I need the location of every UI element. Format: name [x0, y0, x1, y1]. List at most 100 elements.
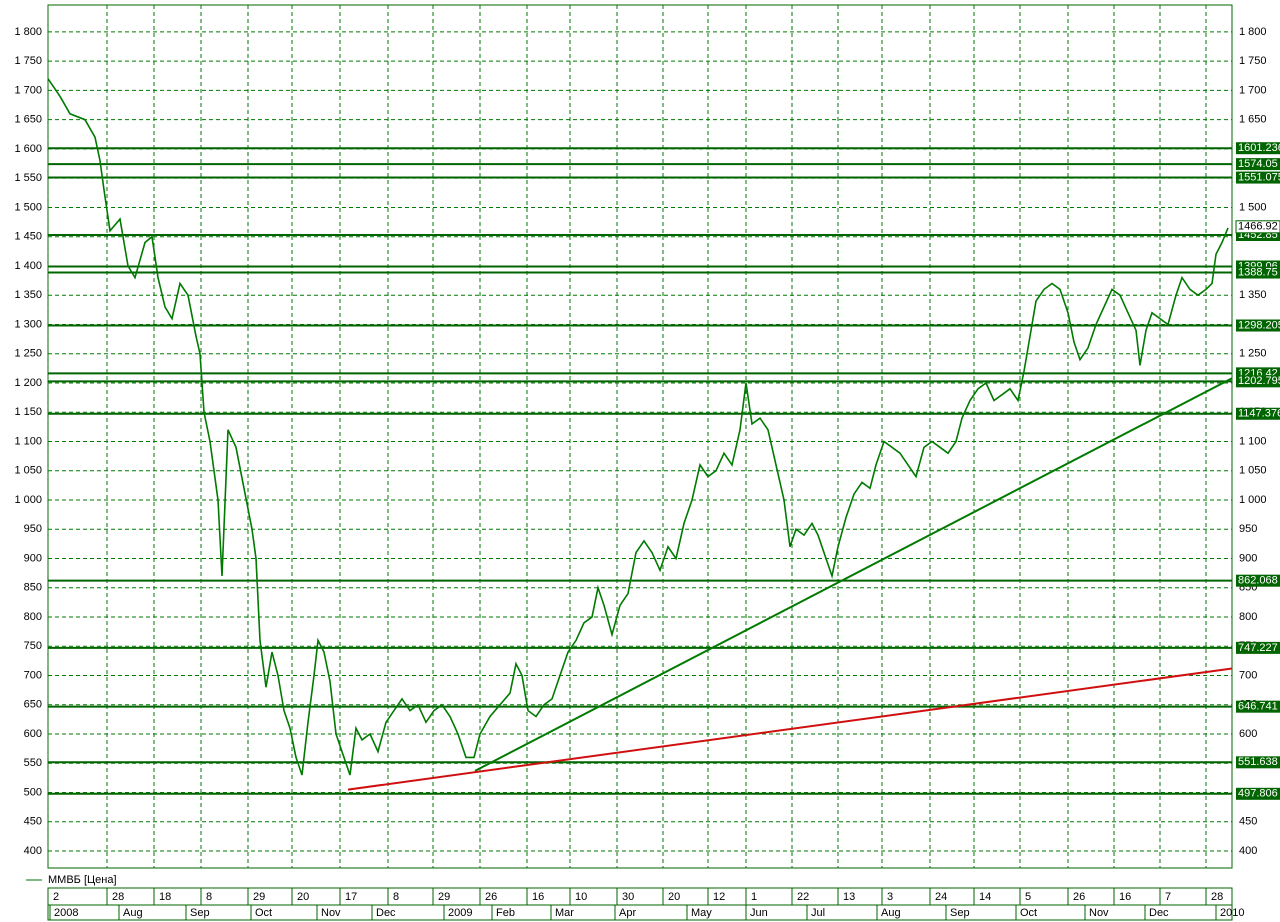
y-tick-label: 1 500 [14, 201, 42, 213]
y-tick-label: 1 650 [14, 114, 42, 126]
y2-tick-label: 1 650 [1239, 114, 1267, 126]
level-label: 747.227 [1238, 642, 1278, 654]
level-label: 497.806 [1238, 788, 1278, 800]
trend-line [347, 667, 1233, 791]
level-label-box [1236, 142, 1280, 155]
y-tick-label: 1 150 [14, 406, 42, 418]
y-tick-label: 1 100 [14, 435, 42, 447]
level-label-box [1236, 407, 1280, 420]
month-label: Dec [376, 907, 396, 919]
x-tick-label: 28 [1211, 891, 1223, 903]
price-label: 1466.92 [1238, 221, 1278, 233]
x-tick-label: 18 [159, 891, 171, 903]
month-label: Nov [321, 907, 341, 919]
y-tick-label: 1 350 [14, 289, 42, 301]
y-tick-label: 1 450 [14, 231, 42, 243]
month-label: Mar [555, 907, 574, 919]
level-label: 1601.236 [1238, 142, 1280, 154]
y2-tick-label: 950 [1239, 523, 1257, 535]
y2-tick-label: 450 [1239, 816, 1257, 828]
month-label: Jul [811, 907, 825, 919]
x-tick-label: 24 [935, 891, 947, 903]
y-tick-label: 850 [24, 582, 42, 594]
y2-tick-label: 1 700 [1239, 84, 1267, 96]
y2-tick-label: 700 [1239, 669, 1257, 681]
x-tick-label: 13 [843, 891, 855, 903]
month-label: Dec [1149, 907, 1169, 919]
level-label: 1298.205 [1238, 319, 1280, 331]
level-label: 1551.075 [1238, 171, 1280, 183]
y2-tick-label: 1 350 [1239, 289, 1267, 301]
y-tick-label: 650 [24, 699, 42, 711]
x-tick-label: 26 [1073, 891, 1085, 903]
y-tick-label: 1 400 [14, 260, 42, 272]
y-tick-label: 500 [24, 786, 42, 798]
month-label: Apr [619, 907, 636, 919]
y-tick-label: 900 [24, 552, 42, 564]
x-tick-label: 7 [1165, 891, 1171, 903]
y-tick-label: 450 [24, 816, 42, 828]
legend-label: ММВБ [Цена] [48, 874, 117, 886]
month-label: Aug [123, 907, 143, 919]
y-tick-label: 1 000 [14, 494, 42, 506]
level-label-box [1236, 375, 1280, 388]
trend-line [474, 377, 1233, 772]
level-label-box [1236, 787, 1280, 800]
y-tick-label: 700 [24, 669, 42, 681]
month-label: 2009 [448, 907, 472, 919]
y-tick-label: 550 [24, 757, 42, 769]
x-tick-label: 14 [979, 891, 991, 903]
month-label: May [691, 907, 712, 919]
month-label: Nov [1089, 907, 1109, 919]
month-label: Aug [881, 907, 901, 919]
y-tick-label: 800 [24, 611, 42, 623]
y-tick-label: 1 800 [14, 26, 42, 38]
y-tick-label: 1 200 [14, 377, 42, 389]
price-line [47, 78, 1229, 776]
level-label: 1202.795 [1238, 375, 1280, 387]
y-tick-label: 1 750 [14, 55, 42, 67]
level-label-box [1236, 641, 1280, 654]
month-label: Oct [1020, 907, 1037, 919]
y-tick-label: 1 050 [14, 465, 42, 477]
plot-frame [47, 4, 1233, 869]
level-label-box [1236, 171, 1280, 184]
x-tick-label: 5 [1025, 891, 1031, 903]
x-tick-label: 29 [253, 891, 265, 903]
level-label-box [1236, 158, 1280, 171]
x-tick-label: 29 [438, 891, 450, 903]
y2-tick-label: 1 050 [1239, 465, 1267, 477]
x-tick-label: 22 [797, 891, 809, 903]
y2-tick-label: 1 100 [1239, 435, 1267, 447]
x-tick-label: 3 [887, 891, 893, 903]
level-label: 1574.05 [1238, 158, 1278, 170]
x-tick-label: 26 [485, 891, 497, 903]
x-tick-label: 16 [532, 891, 544, 903]
month-label: Sep [950, 907, 970, 919]
y-tick-label: 1 300 [14, 318, 42, 330]
y2-tick-label: 800 [1239, 611, 1257, 623]
y2-tick-label: 900 [1239, 552, 1257, 564]
x-tick-label: 30 [622, 891, 634, 903]
x-tick-label: 17 [345, 891, 357, 903]
level-label-box [1236, 319, 1280, 332]
x-tick-label: 1 [751, 891, 757, 903]
month-label: Feb [496, 907, 515, 919]
x-tick-label: 2 [53, 891, 59, 903]
y2-tick-label: 1 500 [1239, 201, 1267, 213]
level-label: 1388.75 [1238, 266, 1278, 278]
y-tick-label: 1 600 [14, 143, 42, 155]
level-label-box [1236, 266, 1280, 279]
x-tick-label: 10 [575, 891, 587, 903]
level-label: 646.741 [1238, 701, 1278, 713]
y2-tick-label: 1 750 [1239, 55, 1267, 67]
month-label: 2008 [54, 907, 78, 919]
level-label: 862.068 [1238, 575, 1278, 587]
month-label: 2010 [1220, 907, 1244, 919]
price-label-box [1235, 220, 1280, 234]
level-label: 551.638 [1238, 756, 1278, 768]
x-tick-label: 8 [206, 891, 212, 903]
x-tick-label: 16 [1119, 891, 1131, 903]
